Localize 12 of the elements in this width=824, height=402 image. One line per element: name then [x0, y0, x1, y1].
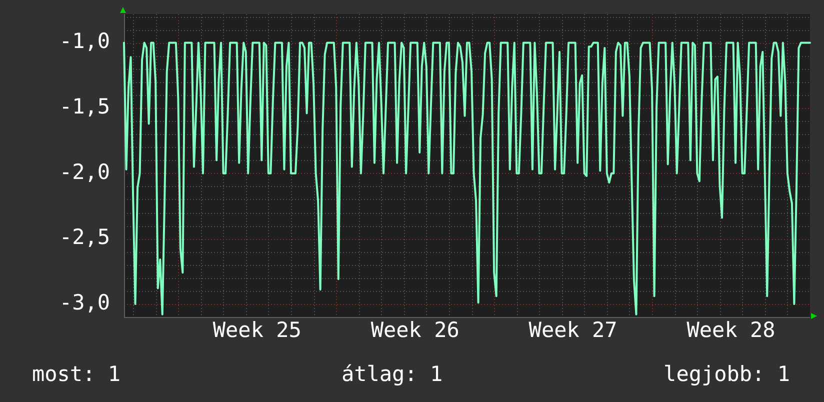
- y-tick-label: -2,0: [59, 160, 110, 184]
- y-tick-label: -1,0: [59, 29, 110, 54]
- y-tick-label: -2,5: [59, 225, 110, 250]
- x-tick-label: Week 25: [212, 318, 302, 342]
- text: most: 1: [32, 361, 121, 387]
- x-tick-label: Week 26: [370, 318, 460, 342]
- y-tick-label: -3,0: [59, 290, 110, 314]
- text: átlag: 1: [341, 361, 443, 387]
- text: legjobb: 1: [664, 361, 790, 387]
- x-tick-label: Week 28: [686, 318, 776, 342]
- x-tick-label: Week 27: [528, 318, 618, 342]
- y-tick-label: -1,5: [59, 94, 110, 118]
